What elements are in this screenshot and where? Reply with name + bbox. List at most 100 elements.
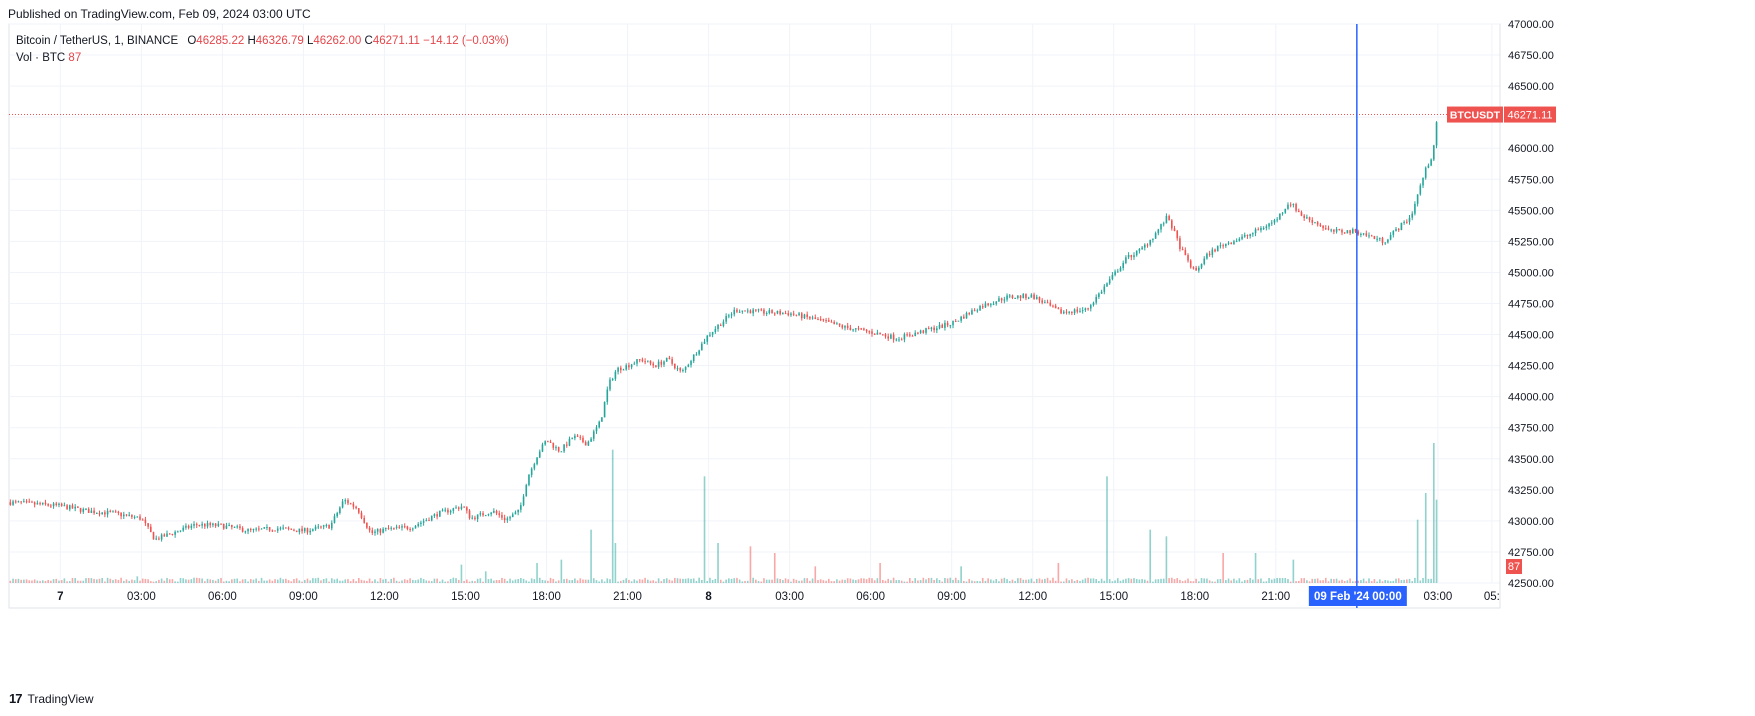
candle-body — [782, 313, 784, 315]
candle-body — [1406, 221, 1408, 223]
volume-bar — [398, 581, 401, 583]
volume-bar — [128, 580, 131, 583]
candle-body — [757, 309, 760, 311]
candle-body — [487, 514, 490, 516]
volume-bar — [603, 581, 606, 583]
volume-bar — [852, 579, 854, 583]
legend-vol-label[interactable]: Vol · BTC — [16, 52, 66, 64]
candle-body — [555, 447, 557, 449]
candle-body — [1314, 222, 1316, 224]
candle-body — [166, 533, 168, 537]
volume-bar — [1222, 553, 1224, 583]
volume-bar — [495, 580, 498, 583]
candle-body — [63, 505, 66, 507]
candle-body — [984, 303, 987, 308]
y-tick-label: 45250.00 — [1508, 236, 1554, 248]
volume-bar — [341, 580, 344, 583]
candle-body — [225, 525, 228, 529]
legend-symbol[interactable]: Bitcoin / TetherUS, 1, BINANCE — [16, 35, 179, 47]
candle-body — [1054, 305, 1057, 309]
volume-bar — [1000, 578, 1003, 583]
candle-body — [609, 379, 611, 390]
volume-bar — [1160, 578, 1162, 583]
candle-body — [1378, 237, 1381, 239]
legend-volume: Vol · BTC 87 — [16, 52, 81, 64]
candle-body — [393, 527, 395, 529]
volume-bar — [795, 579, 798, 583]
volume-bar — [522, 578, 525, 583]
volume-bar — [1087, 577, 1089, 583]
y-tick-label: 45750.00 — [1508, 174, 1554, 186]
candle-body — [633, 363, 636, 365]
volume-bar — [441, 579, 444, 583]
volume-bar — [884, 580, 887, 583]
volume-bar — [112, 580, 114, 583]
volume-bar — [101, 577, 103, 583]
candle-body — [1057, 308, 1060, 310]
candle-body — [1035, 296, 1038, 299]
candle-body — [1135, 250, 1138, 256]
volume-bar — [1395, 578, 1397, 583]
candle-body — [363, 517, 366, 523]
tradingview-branding[interactable]: 17 TradingView — [9, 691, 94, 706]
candle-body — [347, 500, 349, 504]
candle-body — [619, 367, 622, 371]
volume-bar — [736, 577, 738, 583]
volume-bar — [1416, 519, 1419, 583]
volume-bar — [692, 578, 695, 583]
volume-bar — [1081, 579, 1084, 583]
volume-bar — [1227, 578, 1230, 583]
volume-bar — [1003, 577, 1006, 583]
candle-body — [1222, 245, 1224, 247]
volume-bar — [730, 578, 733, 583]
candle-body — [876, 332, 879, 335]
candle-body — [1384, 242, 1387, 244]
legend-high: 46326.79 — [255, 35, 304, 47]
volume-bar — [1314, 578, 1316, 583]
candle-body — [303, 528, 306, 532]
candle-body — [768, 310, 771, 314]
volume-bar — [268, 579, 271, 583]
candle-body — [214, 523, 217, 527]
volume-bar — [517, 578, 519, 583]
candle-body — [592, 431, 595, 439]
volume-bar — [325, 578, 328, 583]
volume-bar — [1103, 580, 1106, 583]
candle-body — [649, 360, 652, 364]
volume-bar — [1214, 581, 1216, 583]
volume-bar — [1176, 578, 1179, 583]
volume-bar — [865, 579, 868, 583]
candle-body — [1181, 249, 1184, 251]
x-tick-label: 09:00 — [289, 591, 318, 603]
candle-body — [914, 332, 917, 337]
volume-bar — [1365, 581, 1368, 583]
volume-bar — [266, 580, 268, 583]
candle-body — [971, 310, 973, 315]
candle-body — [1324, 228, 1327, 230]
candle-body — [417, 524, 420, 526]
volume-bar — [914, 578, 917, 583]
candle-body — [644, 361, 646, 363]
candle-body — [852, 329, 854, 331]
volume-bar — [1092, 578, 1095, 583]
candle-body — [177, 531, 179, 533]
volume-bar — [1189, 581, 1192, 583]
candle-body — [1433, 145, 1435, 160]
volume-bar — [493, 580, 495, 583]
volume-bar — [403, 579, 406, 583]
candle-body — [822, 319, 825, 321]
volume-bar — [611, 449, 614, 583]
candle-body — [682, 370, 684, 372]
candle-body — [1049, 302, 1052, 306]
candle-body — [1316, 222, 1319, 225]
candle-body — [946, 322, 949, 326]
candle-body — [1211, 249, 1214, 255]
candle-body — [17, 501, 20, 503]
volume-bar — [687, 578, 690, 583]
last-price-value: 46271.11 — [1507, 110, 1552, 122]
candle-body — [798, 313, 800, 315]
candle-body — [811, 317, 814, 319]
candle-body — [74, 506, 76, 509]
volume-bar — [87, 578, 90, 583]
